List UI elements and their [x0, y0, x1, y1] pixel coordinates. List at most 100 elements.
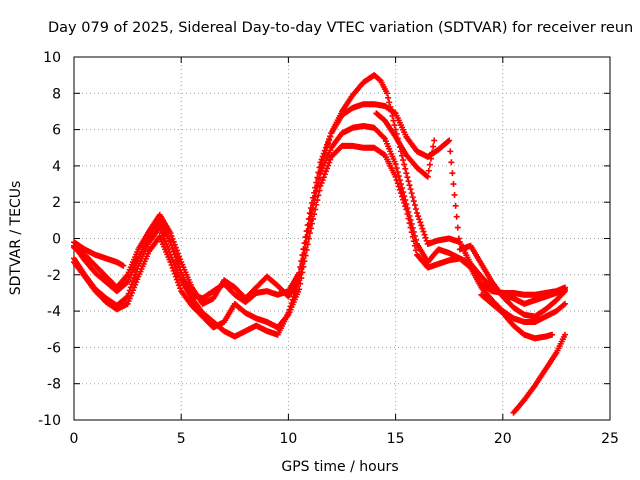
data-point [123, 279, 130, 286]
data-point [172, 273, 179, 280]
data-point [408, 229, 415, 236]
data-point [167, 259, 174, 266]
data-point [300, 263, 307, 270]
data-point [403, 206, 410, 213]
data-point [452, 202, 459, 209]
data-point [455, 235, 462, 242]
data-point [386, 99, 393, 106]
data-point [306, 210, 313, 217]
data-point [410, 198, 417, 205]
data-point [177, 285, 184, 292]
data-point [560, 301, 567, 308]
data-point [298, 275, 305, 282]
data-point [401, 199, 408, 206]
data-point [405, 178, 412, 185]
data-point [315, 192, 322, 199]
data-point [316, 187, 323, 194]
y-tick-label: 2 [52, 195, 61, 211]
data-point [450, 181, 457, 188]
x-tick-label: 15 [387, 431, 405, 447]
x-tick-label: 20 [494, 431, 512, 447]
data-point [402, 165, 409, 172]
axis-ticks [73, 56, 611, 421]
data-point [427, 155, 434, 162]
data-marks [71, 72, 568, 416]
y-tick-label: 10 [43, 50, 61, 66]
y-tick-label: -10 [38, 413, 61, 429]
data-point [120, 262, 127, 269]
data-point [167, 230, 174, 237]
data-point [403, 170, 410, 177]
data-point [305, 235, 312, 242]
data-point [322, 144, 329, 151]
data-point [393, 177, 400, 184]
y-tick-label: 8 [52, 86, 61, 102]
series-track-7 [373, 110, 438, 180]
data-point [561, 300, 568, 307]
series-track-8 [510, 331, 568, 416]
data-point [314, 197, 321, 204]
data-point [176, 282, 183, 289]
x-tick-labels: 0 5 10 15 20 25 [70, 431, 619, 447]
y-tick-label: -6 [47, 340, 61, 356]
data-point [394, 180, 401, 187]
series-track-6 [478, 291, 556, 342]
data-point [325, 162, 332, 169]
data-point [445, 138, 452, 145]
data-point [407, 186, 414, 193]
data-point [131, 275, 138, 282]
data-point [296, 286, 303, 293]
data-point [412, 206, 419, 213]
data-point [406, 182, 413, 189]
data-point [304, 241, 311, 248]
data-point [308, 220, 315, 227]
data-point [318, 156, 325, 163]
data-point [327, 156, 334, 163]
data-point [396, 186, 403, 193]
data-point [561, 286, 568, 293]
data-point [430, 143, 437, 150]
data-point [401, 161, 408, 168]
data-point [431, 137, 438, 144]
y-tick-label: 6 [52, 123, 61, 139]
data-point [310, 215, 317, 222]
data-point [123, 294, 130, 301]
data-point [326, 136, 333, 143]
data-point [409, 233, 416, 240]
data-point [397, 190, 404, 197]
y-tick-label: -8 [47, 377, 61, 393]
series-track-3 [71, 101, 568, 320]
data-point [174, 250, 181, 257]
y-tick-label: -4 [47, 304, 61, 320]
data-point [301, 258, 308, 265]
data-point [414, 210, 421, 217]
data-point [391, 122, 398, 129]
data-point [454, 224, 461, 231]
x-tick-label: 10 [279, 431, 297, 447]
data-point [297, 280, 304, 287]
data-point [323, 165, 330, 172]
x-tick-label: 0 [70, 431, 79, 447]
data-point [320, 150, 327, 157]
y-tick-label: 0 [52, 232, 61, 248]
data-point [319, 177, 326, 184]
data-point [404, 210, 411, 217]
data-point [392, 173, 399, 180]
x-tick-label: 5 [177, 431, 186, 447]
y-axis-label: SDTVAR / TECUs [8, 181, 24, 296]
data-point [451, 191, 458, 198]
data-point [409, 194, 416, 201]
data-point [453, 213, 460, 220]
data-point [323, 141, 330, 148]
data-point [416, 216, 423, 223]
data-point [302, 252, 309, 259]
data-point [311, 211, 318, 218]
data-point [446, 137, 453, 144]
data-point [418, 222, 425, 229]
data-point [176, 253, 183, 260]
data-point [411, 202, 418, 209]
data-point [313, 201, 320, 208]
data-point [421, 231, 428, 238]
data-point [424, 173, 431, 180]
